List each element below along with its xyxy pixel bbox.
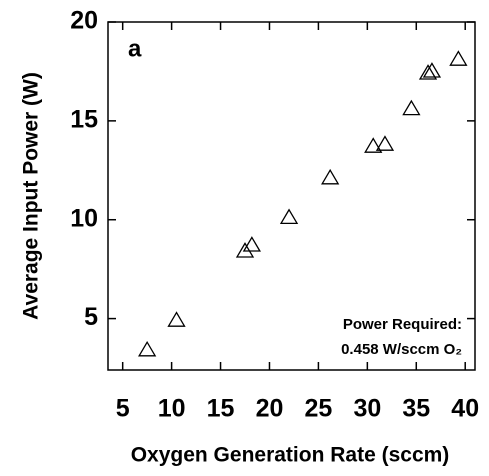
x-tick-label: 40 — [451, 395, 479, 423]
data-point — [242, 236, 262, 252]
data-point — [235, 242, 255, 258]
data-point — [375, 135, 395, 151]
data-point — [167, 311, 186, 327]
y-tick-label: 10 — [70, 204, 98, 232]
annotation: Power Required: — [343, 316, 462, 333]
x-tick-label: 30 — [353, 395, 381, 423]
y-tick-label: 20 — [70, 7, 98, 35]
data-point — [422, 62, 442, 78]
y-axis-label: Average Input Power (W) — [20, 72, 43, 320]
annotation: 0.458 W/sccm O₂ — [341, 341, 462, 358]
data-point — [279, 208, 299, 225]
y-tick-label: 5 — [84, 303, 98, 331]
data-point — [418, 64, 438, 80]
data-point — [402, 99, 421, 116]
x-tick-label: 25 — [305, 395, 333, 423]
data-point — [138, 340, 157, 357]
x-tick-label: 15 — [207, 395, 235, 423]
x-tick-label: 35 — [402, 395, 430, 423]
plot-frame — [107, 21, 476, 371]
x-tick-label: 20 — [256, 395, 284, 423]
panel-label: a — [128, 35, 142, 62]
x-tick-label: 10 — [158, 395, 186, 423]
x-axis-label: Oxygen Generation Rate (sccm) — [131, 444, 450, 467]
data-point — [449, 50, 468, 66]
data-point — [364, 137, 383, 153]
data-point — [321, 168, 340, 185]
y-tick-label: 15 — [70, 105, 98, 133]
x-tick-label: 5 — [116, 395, 130, 423]
